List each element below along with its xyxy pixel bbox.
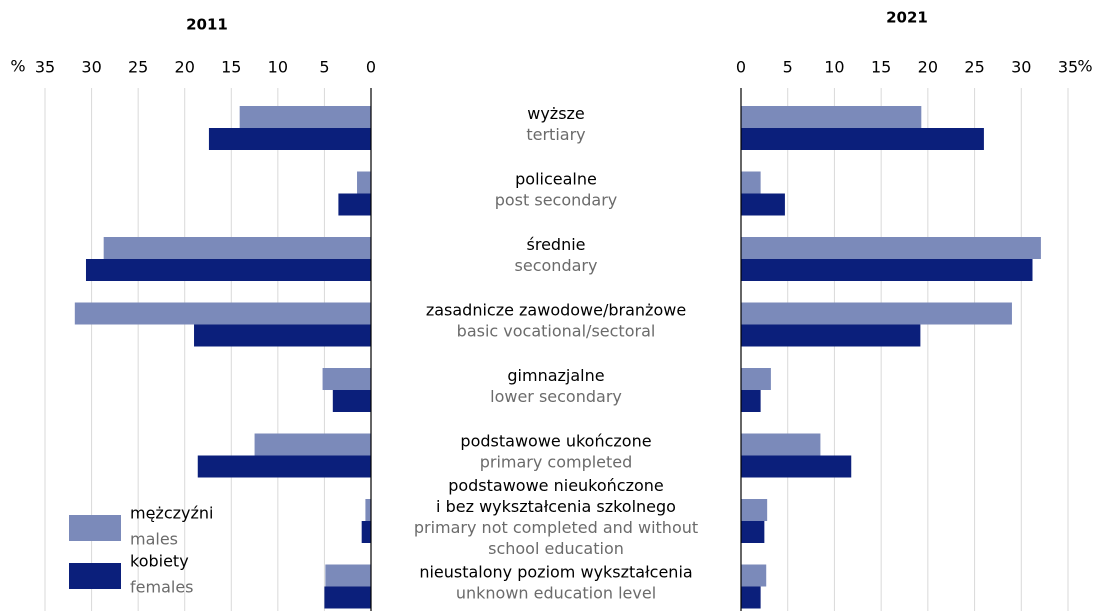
x-tick-label: 5: [319, 58, 329, 77]
category-label: zasadnicze zawodowe/branżowe: [426, 301, 686, 320]
legend-label-en: females: [130, 578, 194, 597]
x-tick-label: 15: [221, 58, 241, 77]
bar: [254, 433, 371, 456]
legend-swatch: [69, 515, 121, 541]
bar: [741, 368, 771, 390]
bar: [741, 324, 921, 347]
x-unit: %: [10, 57, 25, 76]
x-unit: %: [1077, 57, 1092, 76]
category-label: podstawowe nieukończone: [448, 476, 664, 495]
x-tick-label: 25: [964, 58, 984, 77]
bar: [332, 390, 371, 412]
category-label-en: unknown education level: [456, 584, 656, 603]
x-tick-label: 30: [81, 58, 101, 77]
bar: [741, 455, 852, 478]
bar: [741, 564, 767, 587]
bar: [74, 302, 371, 325]
x-tick-label: 30: [1011, 58, 1031, 77]
bar: [357, 171, 371, 194]
category-label-en: secondary: [515, 256, 598, 275]
bar: [325, 564, 371, 587]
bar: [322, 368, 371, 390]
category-label-en: basic vocational/sectoral: [457, 322, 656, 341]
bar: [361, 521, 371, 543]
bar: [741, 586, 761, 609]
category-label: wyższe: [527, 104, 585, 123]
bar: [239, 106, 371, 128]
bar: [103, 237, 372, 259]
bar: [741, 302, 1012, 325]
legend-swatch: [69, 563, 121, 589]
legend-label: kobiety: [130, 552, 189, 571]
category-label: i bez wykształcenia szkolnego: [436, 497, 676, 516]
bar: [741, 390, 761, 412]
legend-label-en: males: [130, 530, 178, 549]
legend-label: mężczyźni: [130, 504, 213, 523]
bar: [741, 433, 821, 456]
bar: [365, 499, 371, 521]
category-label-en: primary completed: [480, 453, 633, 472]
category-label-en: post secondary: [495, 191, 618, 210]
bar: [197, 455, 371, 478]
bar: [741, 128, 984, 150]
bar: [741, 237, 1041, 259]
category-label: policealne: [515, 170, 597, 189]
x-tick-label: 20: [175, 58, 195, 77]
category-label-en: school education: [488, 539, 624, 558]
panel-title: 2021: [886, 9, 928, 27]
bar: [194, 324, 371, 347]
x-tick-label: 10: [824, 58, 844, 77]
bar: [741, 259, 1033, 281]
x-tick-label: 20: [918, 58, 938, 77]
category-label: nieustalony poziom wykształcenia: [419, 563, 692, 582]
bar: [741, 499, 768, 521]
x-tick-label: 15: [871, 58, 891, 77]
x-tick-label: 0: [736, 58, 746, 77]
x-tick-label: 10: [268, 58, 288, 77]
bar: [338, 193, 371, 216]
bar: [741, 171, 761, 194]
bar: [741, 106, 922, 128]
category-label: podstawowe ukończone: [460, 432, 651, 451]
x-tick-label: 35: [35, 58, 55, 77]
bar: [208, 128, 371, 150]
category-label: gimnazjalne: [507, 366, 604, 385]
category-label-en: primary not completed and without: [414, 518, 698, 537]
x-tick-label: 25: [128, 58, 148, 77]
bar: [741, 193, 785, 216]
bar: [324, 586, 371, 609]
category-label-en: tertiary: [526, 125, 585, 144]
x-tick-label: 35: [1058, 58, 1078, 77]
category-label-en: lower secondary: [490, 387, 622, 406]
x-tick-label: 5: [783, 58, 793, 77]
category-label: średnie: [527, 235, 586, 254]
x-tick-label: 0: [366, 58, 376, 77]
bar: [741, 521, 765, 543]
panel-title: 2011: [186, 16, 228, 34]
bar: [85, 259, 372, 281]
